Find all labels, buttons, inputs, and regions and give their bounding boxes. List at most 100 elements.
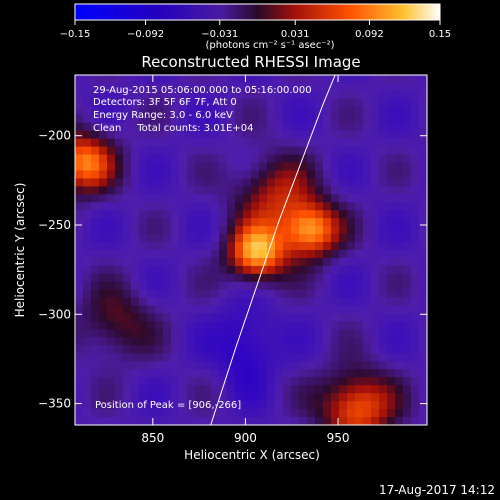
- heatmap-cell: [171, 98, 180, 108]
- heatmap-cell: [195, 377, 204, 386]
- heatmap-cell: [219, 265, 228, 275]
- heatmap-cell: [363, 210, 372, 219]
- heatmap-cell: [131, 186, 140, 195]
- heatmap-cell: [267, 353, 276, 362]
- heatmap-cell: [155, 194, 164, 203]
- heatmap-cell: [163, 361, 172, 370]
- heatmap-cell: [379, 313, 388, 323]
- heatmap-cell: [227, 130, 236, 140]
- colorbar-gradient: [74, 3, 441, 21]
- heatmap-cell: [307, 194, 316, 203]
- heatmap-cell: [91, 162, 100, 172]
- heatmap-cell: [323, 242, 332, 251]
- heatmap-cell: [251, 162, 260, 172]
- heatmap-cell: [331, 305, 340, 315]
- heatmap-cell: [219, 305, 228, 315]
- heatmap-cell: [243, 154, 252, 164]
- heatmap-cell: [243, 393, 252, 402]
- heatmap-cell: [211, 138, 220, 148]
- heatmap-cell: [363, 242, 372, 251]
- heatmap-cell: [363, 194, 372, 203]
- heatmap-cell: [187, 186, 196, 195]
- heatmap-cell: [331, 122, 340, 132]
- heatmap-cell: [323, 210, 332, 219]
- heatmap-cell: [291, 218, 300, 227]
- heatmap-cell: [99, 162, 108, 172]
- heatmap-cell: [307, 409, 316, 418]
- heatmap-cell: [283, 210, 292, 219]
- heatmap-cell: [203, 369, 212, 378]
- heatmap-cell: [275, 305, 284, 315]
- heatmap-cell: [187, 114, 196, 124]
- heatmap-cell: [347, 226, 356, 235]
- heatmap-cell: [347, 297, 356, 307]
- heatmap-cell: [323, 273, 332, 283]
- heatmap-cell: [283, 98, 292, 108]
- heatmap-cell: [131, 242, 140, 251]
- heatmap-cell: [363, 313, 372, 323]
- heatmap-cell: [315, 202, 324, 211]
- heatmap-cell: [187, 345, 196, 354]
- heatmap-cell: [195, 154, 204, 164]
- heatmap-cell: [139, 265, 148, 275]
- heatmap-cell: [211, 353, 220, 362]
- heatmap-cell: [99, 337, 108, 347]
- heatmap-cell: [355, 162, 364, 172]
- heatmap-cell: [371, 377, 380, 386]
- heatmap-cell: [339, 170, 348, 179]
- heatmap-cell: [299, 281, 308, 291]
- heatmap-cell: [331, 226, 340, 235]
- heatmap-cell: [291, 146, 300, 156]
- heatmap-cell: [387, 401, 396, 410]
- heatmap-cell: [147, 313, 156, 323]
- colorbar-tick-label: −0.092: [127, 29, 164, 40]
- heatmap-cell: [203, 321, 212, 331]
- heatmap-cell: [419, 393, 427, 402]
- heatmap-cell: [251, 353, 260, 362]
- heatmap-cell: [147, 186, 156, 195]
- heatmap-cell: [235, 154, 244, 164]
- heatmap-cell: [91, 273, 100, 283]
- heatmap-cell: [251, 377, 260, 386]
- heatmap-cell: [275, 393, 284, 402]
- heatmap-cell: [291, 210, 300, 219]
- heatmap-cell: [75, 273, 84, 283]
- heatmap-cell: [131, 289, 140, 299]
- y-tick-label: −250: [38, 218, 71, 232]
- heatmap-cell: [171, 273, 180, 283]
- heatmap-cell: [267, 273, 276, 283]
- heatmap-cell: [163, 401, 172, 410]
- heatmap-cell: [83, 401, 92, 410]
- heatmap-cell: [259, 210, 268, 219]
- heatmap-cell: [299, 218, 308, 227]
- heatmap-cell: [155, 186, 164, 195]
- heatmap-cell: [411, 345, 420, 354]
- annotation-clean-counts: Clean Total counts: 3.01E+04: [93, 123, 253, 134]
- heatmap-cell: [219, 273, 228, 283]
- heatmap-cell: [147, 281, 156, 291]
- heatmap-cell: [163, 75, 172, 84]
- heatmap-cell: [203, 98, 212, 108]
- heatmap-cell: [419, 369, 427, 378]
- heatmap-cell: [163, 242, 172, 251]
- heatmap-cell: [283, 377, 292, 386]
- heatmap-cell: [299, 305, 308, 315]
- heatmap-cell: [347, 138, 356, 148]
- heatmap-cell: [211, 329, 220, 339]
- heatmap-cell: [219, 337, 228, 347]
- heatmap-cell: [91, 257, 100, 267]
- heatmap-cell: [339, 329, 348, 339]
- heatmap-cell: [299, 250, 308, 259]
- heatmap-cell: [251, 345, 260, 354]
- heatmap-cell: [419, 337, 427, 347]
- heatmap-cell: [379, 82, 388, 92]
- heatmap-cell: [171, 305, 180, 315]
- heatmap-cell: [355, 361, 364, 370]
- heatmap-cell: [195, 82, 204, 92]
- heatmap-cell: [371, 401, 380, 410]
- heatmap-cell: [171, 90, 180, 100]
- heatmap-cell: [187, 98, 196, 108]
- heatmap-cell: [115, 170, 124, 179]
- heatmap-cell: [259, 186, 268, 195]
- heatmap-cell: [339, 265, 348, 275]
